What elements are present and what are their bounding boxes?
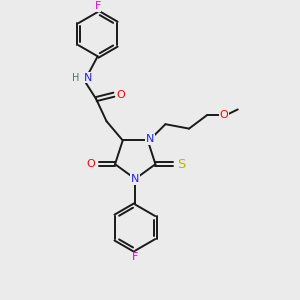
Text: F: F xyxy=(94,1,101,11)
Text: N: N xyxy=(84,73,92,82)
Text: H: H xyxy=(72,73,80,82)
Text: S: S xyxy=(177,158,185,171)
Text: O: O xyxy=(116,90,125,100)
Text: O: O xyxy=(86,159,95,169)
Text: N: N xyxy=(131,175,140,184)
Text: F: F xyxy=(132,252,138,262)
Text: O: O xyxy=(220,110,228,120)
Text: N: N xyxy=(146,134,154,144)
